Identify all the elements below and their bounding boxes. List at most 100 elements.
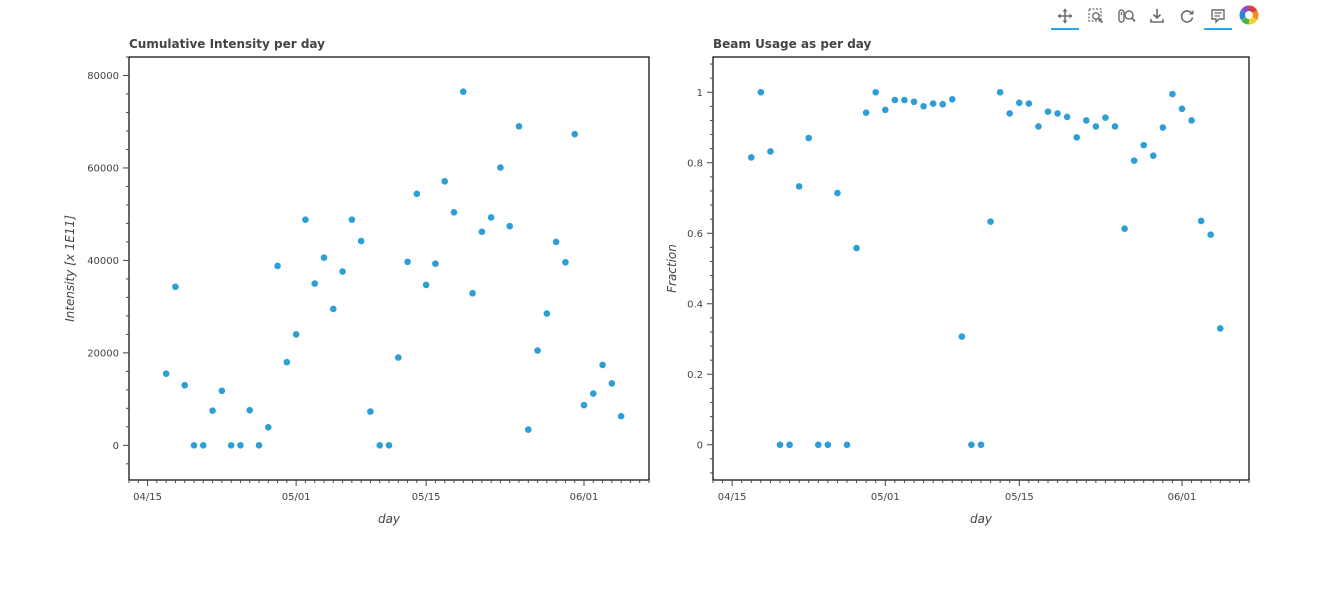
beam-usage-data-point bbox=[805, 134, 813, 142]
beam-usage-data-point bbox=[948, 96, 956, 103]
intensity-data-point bbox=[302, 216, 309, 224]
intensity-data-point bbox=[571, 130, 579, 138]
beam-usage-y-tick-label: 0 bbox=[697, 440, 703, 451]
beam-usage-data-point bbox=[901, 96, 908, 104]
beam-usage-data-point bbox=[1006, 110, 1014, 117]
beam-usage-data-point bbox=[1169, 90, 1176, 98]
beam-usage-data-point bbox=[968, 441, 975, 449]
intensity-data-point bbox=[552, 238, 560, 246]
beam-usage-data-point bbox=[834, 189, 841, 197]
beam-usage-data-point bbox=[767, 148, 774, 155]
intensity-data-point bbox=[543, 310, 551, 317]
intensity-data-point bbox=[432, 260, 439, 267]
save-icon bbox=[1150, 9, 1164, 23]
beam-usage-y-tick-label: 0.8 bbox=[687, 158, 703, 169]
intensity-y-tick-label: 20000 bbox=[87, 348, 119, 359]
intensity-data-point bbox=[292, 331, 300, 338]
intensity-y-tick-label: 60000 bbox=[87, 163, 119, 174]
intensity-data-point bbox=[469, 289, 476, 297]
intensity-plot-frame bbox=[128, 56, 650, 481]
pan-tool[interactable] bbox=[1051, 3, 1079, 30]
wheel-zoom-icon bbox=[1118, 9, 1136, 23]
beam-usage-data-point bbox=[1102, 114, 1109, 121]
beam-usage-x-axis-label: day bbox=[970, 512, 993, 526]
hover-icon bbox=[1211, 9, 1225, 24]
hover-tool[interactable] bbox=[1204, 3, 1232, 30]
reset-tool[interactable] bbox=[1173, 3, 1201, 29]
intensity-data-point bbox=[413, 190, 421, 198]
beam-usage-plot-frame bbox=[712, 56, 1250, 481]
beam-usage-data-point bbox=[862, 109, 870, 116]
beam-usage-data-point bbox=[1197, 217, 1205, 225]
beam-usage-y-tick-label: 1 bbox=[697, 88, 703, 99]
beam-usage-data-point bbox=[1159, 124, 1167, 131]
intensity-x-tick-label: 06/01 bbox=[570, 492, 599, 503]
intensity-data-point bbox=[441, 178, 449, 185]
beam-usage-data-point bbox=[1025, 100, 1033, 107]
intensity-data-point bbox=[524, 426, 532, 433]
beam-usage-data-point bbox=[1054, 110, 1061, 117]
intensity-data-point bbox=[209, 407, 216, 414]
beam-usage-data-point bbox=[1216, 325, 1224, 332]
beam-usage-y-axis-label: Fraction bbox=[665, 244, 679, 293]
intensity-x-tick-label: 04/15 bbox=[133, 492, 162, 503]
intensity-data-point bbox=[515, 123, 523, 130]
box-zoom-tool[interactable] bbox=[1082, 3, 1110, 29]
intensity-chart[interactable]: Cumulative Intensity per day 0 20000 40000 6… bbox=[0, 0, 659, 600]
beam-usage-data-point bbox=[786, 441, 793, 449]
bokeh-logo-icon[interactable] bbox=[1239, 5, 1259, 25]
intensity-x-tick-label: 05/15 bbox=[412, 492, 441, 503]
beam-usage-data-point bbox=[1035, 123, 1042, 130]
wheel-zoom-tool[interactable] bbox=[1112, 3, 1140, 29]
beam-usage-data-point bbox=[747, 154, 755, 161]
save-tool[interactable] bbox=[1143, 3, 1171, 29]
box-zoom-icon bbox=[1088, 8, 1104, 24]
beam-usage-x-tick-label: 04/15 bbox=[718, 492, 747, 503]
intensity-data-point bbox=[497, 164, 504, 171]
beam-usage-data-point bbox=[987, 218, 994, 225]
intensity-data-point bbox=[478, 228, 486, 236]
intensity-data-point bbox=[589, 390, 597, 397]
beam-usage-data-point bbox=[958, 333, 966, 340]
beam-usage-data-point bbox=[1044, 108, 1052, 115]
beam-usage-data-point bbox=[1149, 152, 1157, 159]
intensity-x-tick-label: 05/01 bbox=[282, 492, 311, 503]
beam-usage-data-point bbox=[824, 441, 832, 449]
intensity-y-axis-label: Intensity [x 1E11] bbox=[63, 215, 77, 322]
beam-usage-data-point bbox=[776, 441, 784, 449]
beam-usage-data-point bbox=[1082, 117, 1090, 124]
beam-usage-data-point bbox=[1073, 134, 1081, 141]
intensity-data-point bbox=[348, 216, 356, 224]
intensity-y-tick-label: 40000 bbox=[87, 256, 119, 267]
beam-usage-data-point bbox=[1178, 105, 1186, 113]
intensity-data-point bbox=[404, 258, 411, 266]
intensity-data-point bbox=[487, 214, 495, 221]
beam-usage-data-point bbox=[929, 100, 937, 107]
beam-usage-data-point bbox=[1207, 231, 1215, 238]
beam-usage-data-point bbox=[1111, 123, 1119, 130]
beam-usage-data-point bbox=[1092, 123, 1100, 130]
intensity-data-point bbox=[283, 358, 291, 366]
beam-usage-data-point bbox=[853, 244, 860, 252]
intensity-data-point bbox=[190, 442, 198, 449]
intensity-data-point bbox=[599, 361, 606, 369]
intensity-data-point bbox=[237, 442, 244, 449]
beam-usage-data-point bbox=[996, 88, 1004, 96]
intensity-data-point bbox=[320, 254, 328, 261]
intensity-data-point bbox=[218, 387, 226, 395]
intensity-data-point bbox=[274, 262, 281, 270]
intensity-data-point bbox=[199, 442, 207, 449]
intensity-data-point bbox=[422, 281, 430, 289]
beam-usage-data-point bbox=[1121, 225, 1128, 232]
beam-usage-data-point bbox=[891, 96, 899, 104]
intensity-data-point bbox=[376, 442, 384, 449]
beam-usage-data-point bbox=[939, 100, 947, 108]
beam-usage-data-point bbox=[757, 88, 765, 96]
intensity-data-point bbox=[367, 408, 374, 415]
intensity-data-point bbox=[311, 280, 319, 287]
beam-usage-data-point bbox=[920, 103, 927, 110]
intensity-data-point bbox=[181, 381, 189, 389]
beam-usage-data-point bbox=[1015, 99, 1023, 107]
beam-usage-chart[interactable]: Beam Usage as per day 0 0.2 0.4 0.6 0.8 1 04/15… bbox=[659, 0, 1318, 600]
intensity-data-point bbox=[227, 442, 235, 449]
